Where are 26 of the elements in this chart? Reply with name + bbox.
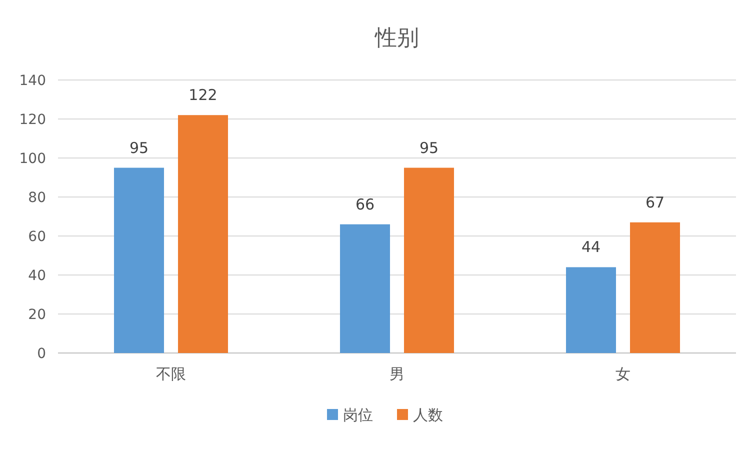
bar xyxy=(566,267,616,353)
bar xyxy=(630,222,680,353)
y-tick-label: 120 xyxy=(19,112,46,128)
bar xyxy=(404,168,454,353)
data-label: 122 xyxy=(188,86,218,104)
legend-label: 岗位 xyxy=(343,406,373,424)
y-tick-label: 140 xyxy=(19,73,46,89)
x-tick-label: 女 xyxy=(616,365,630,383)
x-tick-label: 不限 xyxy=(156,365,186,383)
bar xyxy=(114,168,164,353)
data-label: 66 xyxy=(355,195,375,214)
y-tick-label: 20 xyxy=(28,307,46,323)
data-label: 95 xyxy=(419,138,439,157)
bar xyxy=(340,224,390,353)
y-tick-label: 100 xyxy=(19,151,46,167)
chart-title: 性别 xyxy=(374,26,419,51)
x-tick-label: 男 xyxy=(390,365,404,383)
y-tick-label: 80 xyxy=(28,190,46,206)
y-tick-label: 60 xyxy=(28,229,46,245)
y-tick-label: 0 xyxy=(37,346,46,362)
y-tick-label: 40 xyxy=(28,268,46,284)
data-label: 95 xyxy=(129,138,149,157)
legend-label: 人数 xyxy=(413,406,443,424)
data-label: 44 xyxy=(581,238,601,256)
bar xyxy=(178,115,228,353)
data-label: 67 xyxy=(645,193,665,212)
